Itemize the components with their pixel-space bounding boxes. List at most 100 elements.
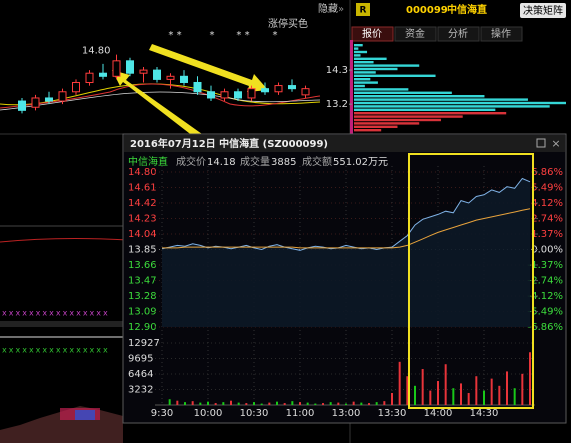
volume-bar: [176, 400, 179, 405]
stat-label: 成交价: [176, 155, 206, 168]
tab-label[interactable]: 操作: [491, 27, 511, 40]
candle-body: [58, 91, 67, 102]
candle-body: [261, 88, 269, 93]
volume-bar: [452, 388, 455, 405]
volume-bar: [260, 403, 263, 405]
tab-bar: 报价 资金 分析 操作: [351, 26, 523, 42]
candle-body: [126, 60, 134, 74]
decision-label[interactable]: 决策矩阵: [523, 4, 563, 17]
percent-tick-label: -6.86%: [528, 322, 563, 333]
intraday-chart: 成交价 14.18 成交量 3885 成交额 551.02万元 14.80 14.61 14.4…: [128, 155, 563, 419]
tab-label[interactable]: 资金: [405, 27, 425, 40]
volume-tick-label: 9695: [128, 354, 153, 365]
tab[interactable]: [437, 26, 480, 42]
candle-body: [139, 69, 148, 74]
price-tick-label: 14.61: [128, 183, 157, 194]
book-bar: [354, 98, 528, 101]
time-tick-label: 13:30: [378, 408, 407, 419]
price-tick-label: 14.80: [128, 167, 157, 178]
hide-button[interactable]: 隐藏: [318, 3, 338, 15]
price-tick-label: 13.28: [128, 291, 157, 302]
maximize-button[interactable]: [536, 138, 546, 148]
ma-line: [0, 91, 321, 111]
book-bar: [354, 47, 359, 50]
decision-button[interactable]: [520, 3, 566, 18]
highlight-box: [408, 153, 534, 409]
book-bar: [354, 71, 376, 74]
time-tick-label: 11:00: [286, 408, 315, 419]
volume-bar: [475, 376, 478, 405]
volume-bar: [276, 401, 278, 405]
volume-bar: [222, 402, 225, 405]
book-bar: [354, 122, 420, 125]
book-strip: [350, 40, 353, 135]
percent-tick-label: 2.74%: [531, 214, 563, 225]
volume-bar: [429, 390, 432, 405]
price-tick-label: 13.47: [128, 276, 157, 287]
indicator-area: [75, 410, 95, 420]
price-tick-label: 14.23: [128, 214, 157, 225]
tab[interactable]: [394, 26, 437, 42]
candle-body: [288, 85, 296, 90]
book-bar: [354, 129, 382, 132]
tab-label[interactable]: 分析: [448, 27, 468, 40]
volume-bar: [237, 402, 240, 405]
book-bar: [354, 81, 378, 84]
badge-label: R: [360, 6, 367, 16]
volume-tick-label: 12927: [128, 338, 160, 349]
volume-bar: [506, 371, 508, 405]
candle-body: [220, 91, 229, 99]
price-tick-label: 13.2: [326, 99, 348, 110]
indicator-marks: xxxxxxxxxxxxxxxx: [2, 346, 110, 355]
candle-body: [153, 69, 161, 80]
volume-bar: [214, 403, 217, 405]
tab[interactable]: [351, 26, 394, 42]
close-button[interactable]: ×: [551, 137, 560, 150]
volume-bar: [521, 373, 524, 405]
time-tick-label: 14:30: [470, 408, 499, 419]
price-tick-label: 13.66: [128, 260, 157, 271]
candle-body: [301, 88, 310, 96]
volume-bar: [207, 401, 209, 405]
volume-bar: [391, 393, 393, 405]
stock-code: 000099: [406, 5, 448, 16]
stat-value: 551.02万元: [333, 157, 388, 168]
book-bar: [354, 50, 368, 54]
stat-value: 14.18: [207, 157, 236, 168]
book-bar: [354, 118, 441, 122]
stat-value: 3885: [271, 157, 296, 168]
percent-tick-label: -2.74%: [528, 275, 563, 286]
book-bar: [354, 64, 420, 67]
candle-body: [234, 91, 242, 99]
price-line: [162, 208, 531, 249]
book-bar: [354, 67, 398, 71]
tab-label[interactable]: 报价: [362, 27, 382, 40]
volume-bar: [460, 383, 462, 405]
indicator-marks: xxxxxxxxxxxxxxxx: [2, 309, 110, 318]
book-bar: [354, 115, 463, 118]
stock-label: 中信海直: [128, 155, 168, 168]
time-tick-label: 10:30: [240, 408, 269, 419]
candle-body: [274, 85, 283, 93]
book-bar: [354, 91, 452, 94]
percent-tick-label: -5.49%: [528, 307, 563, 318]
price-tick-label: 13.09: [128, 307, 157, 318]
tab[interactable]: [480, 26, 523, 42]
book-bar: [354, 44, 363, 47]
volume-tick-label: 6464: [128, 369, 153, 380]
badge: [356, 3, 370, 16]
collapse-icon[interactable]: »: [338, 4, 344, 15]
volume-bar: [368, 403, 370, 405]
percent-tick-label: -1.37%: [528, 260, 563, 271]
signal-marker: *: [273, 30, 278, 41]
percent-tick-label: 5.49%: [531, 182, 563, 193]
volume-bar: [444, 364, 447, 405]
candle-body: [99, 72, 107, 77]
volume-bar: [490, 378, 493, 405]
price-tick-label: 14.04: [128, 229, 157, 240]
high-label: 14.80: [82, 46, 111, 57]
candle-body: [180, 75, 188, 83]
arrow: [149, 44, 268, 92]
volume-bar: [483, 390, 485, 405]
